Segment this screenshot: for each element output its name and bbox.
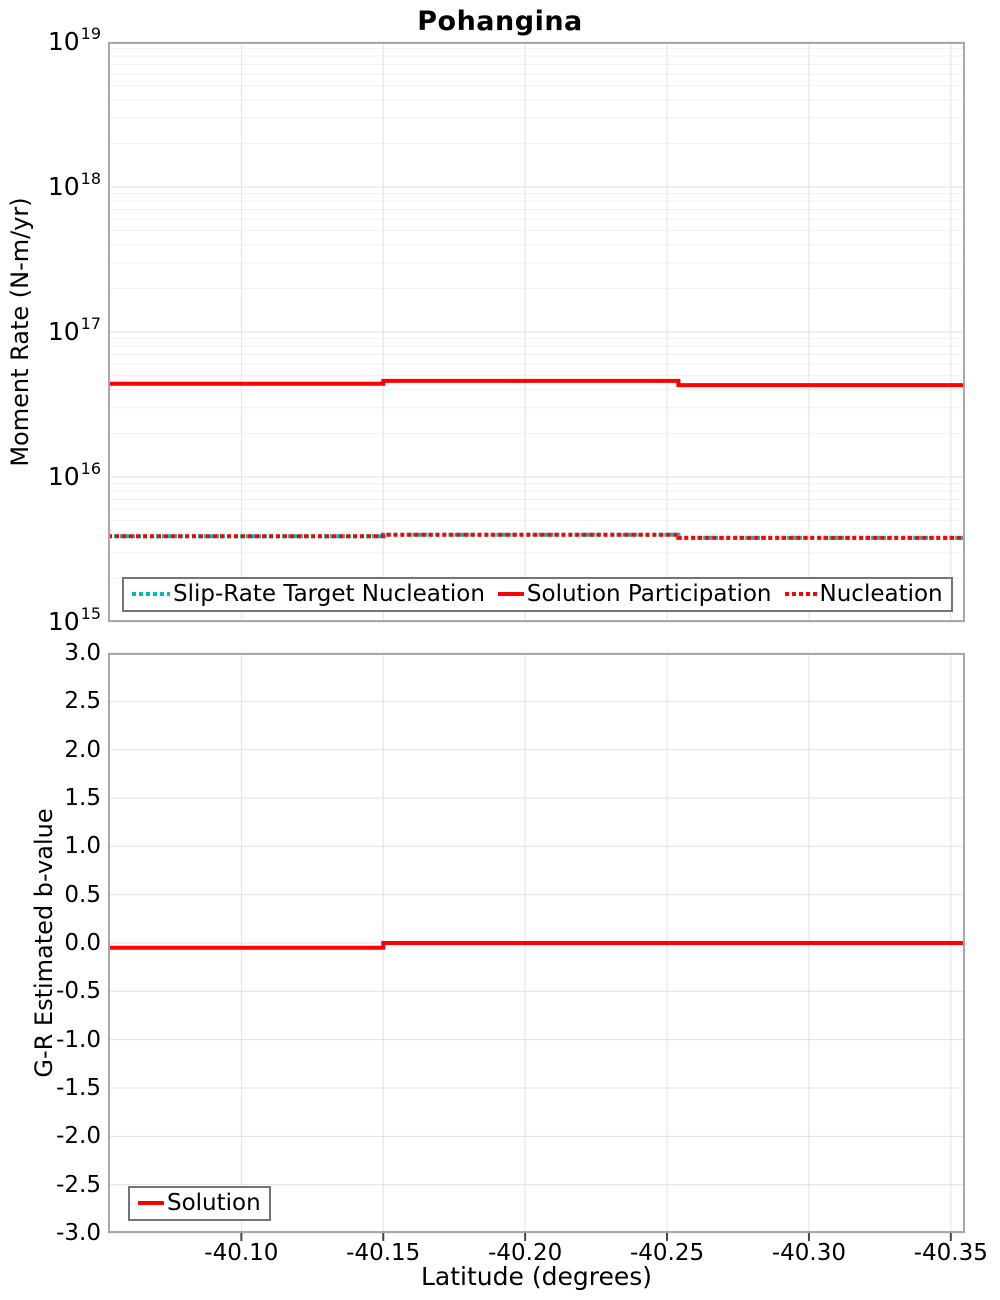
y-tick-label-10e19: 1019 xyxy=(47,24,101,56)
y-tick-label-10e18: 1018 xyxy=(47,169,101,201)
solution-participation-line xyxy=(108,378,965,388)
x-tick-label--40.15: -40.15 xyxy=(346,1240,421,1266)
y-tick-label-10e15: 1015 xyxy=(47,604,101,636)
y-tick-label--2.5: -2.5 xyxy=(56,1171,101,1198)
b-value-plot-canvas xyxy=(108,652,965,1241)
y-tick-label--1.0: -1.0 xyxy=(56,1026,101,1053)
slip-rate-target-nucleation-line xyxy=(108,532,965,540)
y-tick-label-2.0: 2.0 xyxy=(64,736,101,763)
y-tick-label-10e17: 1017 xyxy=(47,314,101,346)
y-tick-label-3.0: 3.0 xyxy=(64,640,101,666)
plot-border xyxy=(108,653,965,1233)
y-tick-label-10e16: 1016 xyxy=(47,459,101,491)
moment-rate-legend: Slip-Rate Target Nucleation Solution Par… xyxy=(122,577,953,612)
x-axis-title: Latitude (degrees) xyxy=(421,1262,652,1291)
moment-rate-plot: Slip-Rate Target Nucleation Solution Par… xyxy=(108,41,965,623)
y-tick-label--1.5: -1.5 xyxy=(56,1075,101,1101)
x-tick-label--40.25: -40.25 xyxy=(629,1240,705,1266)
b-value-legend: Solution xyxy=(128,1186,271,1221)
y-tick-label-1.0: 1.0 xyxy=(64,833,101,860)
solution-line-sample xyxy=(138,1201,164,1205)
legend-label-solution-participation: Solution Participation xyxy=(526,581,772,607)
b-value-plot: Solution xyxy=(108,652,965,1241)
slip-rate-target-nucleation-line-sample xyxy=(132,592,170,596)
y-tick-label--2.0: -2.0 xyxy=(56,1123,101,1150)
legend-item-slip-rate-target-nucleation: Slip-Rate Target Nucleation xyxy=(132,581,485,607)
y-tick-label-2.5: 2.5 xyxy=(64,688,101,715)
legend-label-solution: Solution xyxy=(167,1190,261,1216)
y-tick-label-0.0: 0.0 xyxy=(64,930,101,956)
legend-label-slip-rate-target-nucleation: Slip-Rate Target Nucleation xyxy=(173,581,485,607)
nucleation-line-sample xyxy=(784,592,817,596)
moment-rate-plot-canvas xyxy=(108,41,965,623)
y-tick-label--3.0: -3.0 xyxy=(56,1220,101,1246)
x-tick-label--40.20: -40.20 xyxy=(488,1240,563,1266)
y-tick-label-0.5: 0.5 xyxy=(64,881,101,908)
plot-border xyxy=(108,42,965,622)
y-tick-label-1.5: 1.5 xyxy=(64,785,101,811)
solution-participation-line-sample xyxy=(497,592,524,596)
x-tick-label--40.10: -40.10 xyxy=(204,1240,279,1266)
solution-b-value-line xyxy=(108,941,965,950)
legend-label-nucleation: Nucleation xyxy=(819,581,943,607)
x-tick-label--40.35: -40.35 xyxy=(913,1240,988,1266)
legend-item-solution: Solution xyxy=(138,1190,261,1216)
chart-title: Pohangina xyxy=(417,6,583,37)
y-tick-label--0.5: -0.5 xyxy=(56,978,101,1005)
legend-item-solution-participation: Solution Participation xyxy=(497,581,772,607)
x-tick-label--40.30: -40.30 xyxy=(771,1240,846,1266)
legend-item-nucleation: Nucleation xyxy=(784,581,943,607)
